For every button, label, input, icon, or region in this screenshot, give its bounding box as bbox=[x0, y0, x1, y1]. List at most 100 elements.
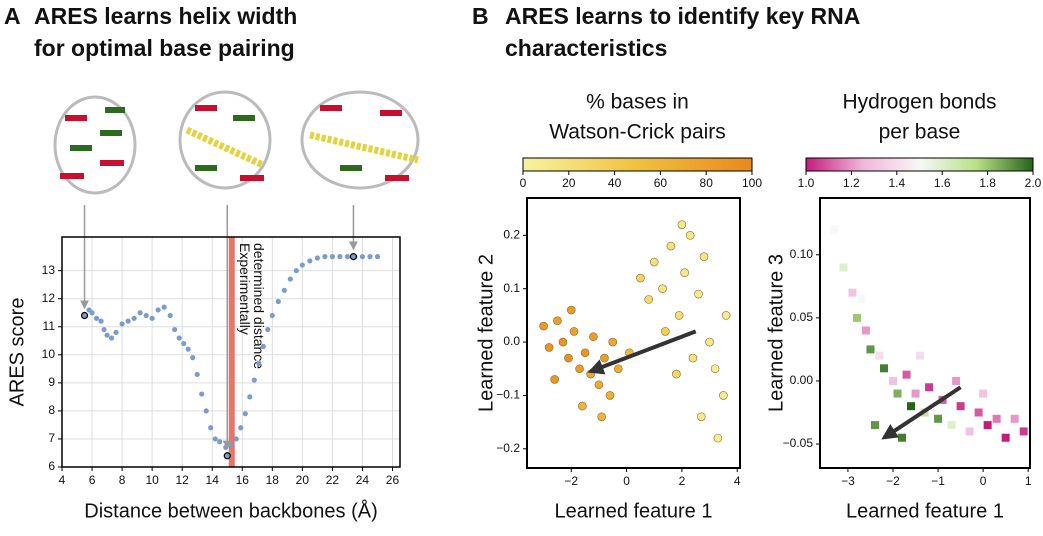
point bbox=[674, 311, 684, 320]
y-tick-label: 7 bbox=[48, 431, 55, 445]
point bbox=[1010, 414, 1019, 423]
point bbox=[233, 436, 239, 442]
x-tick-label: 1 bbox=[1025, 474, 1032, 488]
point bbox=[688, 353, 698, 363]
colorbar-tick-label: 100 bbox=[742, 176, 762, 190]
point bbox=[925, 383, 934, 392]
point bbox=[190, 355, 196, 361]
y-tick-label: 0.05 bbox=[790, 310, 814, 324]
point bbox=[137, 310, 143, 316]
point bbox=[875, 351, 884, 360]
x-tick-label: 6 bbox=[89, 473, 96, 487]
molecule bbox=[300, 90, 420, 190]
x-tick-label: 0 bbox=[623, 474, 630, 488]
point bbox=[934, 414, 943, 423]
x-tick-label: −1 bbox=[931, 474, 945, 488]
panel-title: ARES learns to identify key RNA bbox=[505, 3, 860, 29]
point bbox=[992, 414, 1001, 423]
x-tick-label: 24 bbox=[356, 473, 370, 487]
highlight-point bbox=[223, 452, 231, 460]
point bbox=[705, 337, 714, 347]
point bbox=[578, 401, 587, 411]
chart-title: per base bbox=[879, 121, 961, 144]
point bbox=[314, 255, 320, 261]
y-tick-label: 10 bbox=[42, 347, 56, 361]
x-tick-label: 14 bbox=[206, 473, 220, 487]
point bbox=[605, 391, 615, 400]
point bbox=[329, 254, 335, 260]
point bbox=[613, 364, 623, 374]
point bbox=[293, 268, 299, 274]
y-tick-label: 8 bbox=[48, 403, 55, 417]
point bbox=[287, 276, 293, 282]
chart-title: % bases in bbox=[586, 91, 689, 114]
point bbox=[260, 343, 266, 349]
point bbox=[265, 326, 271, 333]
point bbox=[680, 268, 689, 278]
point bbox=[852, 313, 861, 322]
point bbox=[672, 369, 681, 379]
colorbar-tick-label: 1.6 bbox=[934, 176, 951, 190]
plot-frame bbox=[819, 197, 1031, 469]
point bbox=[143, 312, 149, 319]
colorbar-tick-label: 60 bbox=[654, 176, 668, 190]
x-tick-label: 2 bbox=[679, 474, 686, 488]
point bbox=[181, 340, 187, 347]
y-tick-label: 0.10 bbox=[790, 247, 814, 261]
point bbox=[893, 389, 902, 398]
point bbox=[275, 298, 281, 305]
x-tick-label: 4 bbox=[59, 473, 66, 487]
point bbox=[149, 315, 155, 321]
point bbox=[344, 254, 351, 260]
point bbox=[242, 411, 248, 417]
y-tick-label: −0.2 bbox=[496, 441, 520, 455]
point bbox=[839, 263, 848, 272]
point bbox=[256, 360, 262, 366]
point bbox=[566, 305, 576, 315]
point bbox=[589, 332, 598, 342]
highlight-point bbox=[349, 253, 358, 261]
panel-title: characteristics bbox=[505, 35, 667, 61]
y-tick-label: 9 bbox=[48, 375, 55, 389]
panel-label: A bbox=[4, 3, 21, 29]
point bbox=[98, 318, 104, 324]
colorbar-tick-label: 20 bbox=[562, 176, 576, 190]
point bbox=[337, 254, 343, 260]
point bbox=[666, 241, 676, 251]
y-tick-label: 6 bbox=[48, 459, 55, 473]
panel-label: B bbox=[472, 3, 489, 29]
x-tick-label: 4 bbox=[734, 474, 741, 488]
x-axis-label: Distance between backbones (Å) bbox=[84, 499, 378, 522]
point bbox=[161, 304, 167, 310]
point bbox=[167, 312, 173, 319]
y-axis-label: ARES score bbox=[6, 298, 28, 407]
point bbox=[600, 353, 609, 363]
y-tick-label: 0.1 bbox=[503, 281, 520, 295]
point bbox=[719, 391, 728, 400]
point bbox=[322, 254, 328, 260]
x-tick-label: −3 bbox=[841, 474, 855, 488]
panel-title: ARES learns helix width bbox=[34, 3, 297, 29]
point bbox=[866, 345, 875, 354]
point bbox=[857, 294, 866, 303]
point bbox=[661, 327, 670, 336]
colorbar-tick-label: 0 bbox=[520, 176, 527, 190]
point bbox=[911, 389, 920, 398]
y-axis-label: Learned feature 2 bbox=[475, 254, 497, 412]
point bbox=[983, 421, 992, 430]
x-tick-label: 0 bbox=[980, 474, 987, 488]
x-tick-label: −2 bbox=[564, 474, 578, 488]
point bbox=[299, 262, 305, 268]
point bbox=[558, 337, 568, 347]
point bbox=[580, 348, 590, 358]
point bbox=[658, 284, 667, 294]
colorbar-tick-label: 1.8 bbox=[979, 176, 996, 190]
trend-arrow bbox=[881, 385, 962, 440]
colorbar-tick-label: 80 bbox=[700, 176, 714, 190]
point bbox=[870, 421, 879, 430]
point bbox=[93, 315, 100, 321]
colorbar-tick-label: 1.0 bbox=[798, 176, 815, 190]
point bbox=[269, 312, 275, 319]
point bbox=[101, 326, 107, 333]
